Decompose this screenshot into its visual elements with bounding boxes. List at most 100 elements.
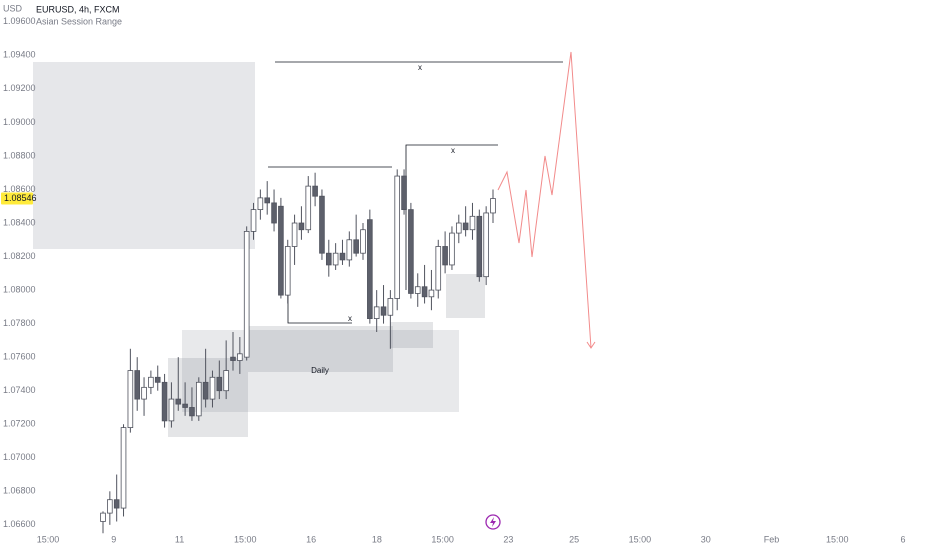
candle-body [367,219,373,319]
candle-body [284,246,291,296]
zone [446,274,485,318]
x-tick-label: 15:00 [826,534,849,544]
candle-body [257,197,264,211]
y-tick-label: 1.07800 [3,318,36,328]
replay-icon[interactable] [485,514,501,530]
y-tick-label: 1.07400 [3,385,36,395]
chart-subtitle: Asian Session Range [36,16,122,26]
level-line [405,144,498,290]
candle-body [360,229,366,254]
candle-body [161,381,168,422]
drawings: x x x Daily [33,51,596,437]
candle-body [325,252,332,266]
y-tick-label: 1.09400 [3,50,36,60]
x-tick-label: 15:00 [629,534,652,544]
price-label-bg [1,192,33,205]
candle-body [319,195,325,254]
y-tick-label: 1.08800 [3,150,36,160]
y-tick-label: 1.07600 [3,352,36,362]
x-tick-label: 9 [111,534,116,544]
candle-body [305,185,312,231]
candle-body [332,252,339,266]
icon[interactable] [485,514,501,530]
price-label: 1.08546 [4,193,37,203]
y-tick-label: 1.08000 [3,284,36,294]
candle-body [195,381,202,417]
candle-body [134,370,141,400]
candle-body [373,306,380,319]
candle-body [469,215,476,231]
y-tick-label: 1.09000 [3,117,36,127]
candle-body [312,185,318,197]
candle-body [408,209,414,294]
candle-body [291,222,298,247]
candle-body [271,202,277,224]
candle-body [346,239,353,261]
x-tick-label: 15:00 [234,534,257,544]
candle-body [394,175,401,299]
level-line [287,295,352,324]
zone [248,326,393,372]
x-tick-label: 16 [306,534,316,544]
candle-body [483,212,489,278]
axis-unit: USD [3,3,23,13]
x-tick-label: 15:00 [431,534,454,544]
candle-body [216,376,223,392]
candle-body [401,175,407,211]
candle-body [353,239,359,254]
x-tick-label: 18 [372,534,382,544]
candle-body [113,499,120,509]
candle-body [209,376,216,400]
x-tick-label: 25 [569,534,579,544]
candle-body [189,407,195,417]
x-tick-label: 11 [175,534,184,544]
annotation: Daily [311,366,329,375]
candle-body [490,198,496,214]
icon[interactable] [490,517,496,527]
y-tick-label: 1.08200 [3,251,36,261]
candle-body [237,353,243,361]
candle-body [435,246,442,291]
x-tick-label: 30 [701,534,711,544]
candle-body [182,403,188,408]
candle-body [175,398,182,405]
candle-body [148,376,154,388]
candle-body [387,298,394,316]
annotation: x [348,314,352,323]
candle-body [264,197,271,204]
y-tick-label: 1.09200 [3,83,36,93]
candle-body [127,370,134,428]
candle-body [462,222,469,231]
y-tick-label: 1.07000 [3,452,36,462]
annotation: x [418,63,422,72]
candle-body [298,222,305,231]
x-tick-label: 15:00 [37,534,60,544]
candle-body [223,370,229,392]
candle-body [414,286,421,294]
chart-title: EURUSD, 4h, FXCM [36,4,120,14]
zone [33,62,255,249]
candle-body [278,205,284,296]
annotation: x [451,146,455,155]
candle-body [339,252,346,261]
candle-body [449,232,455,266]
y-tick-label: 1.08600 [3,184,36,194]
projection [497,51,592,349]
candle-body [421,286,428,298]
candle-body [455,222,462,234]
candle-body [120,427,127,509]
projection-arrow [586,341,596,349]
y-tick-label: 1.09600 [3,16,36,26]
zone [390,322,433,348]
y-tick-label: 1.07200 [3,419,36,429]
x-tick-label: Feb [764,534,780,544]
candle-body [107,499,113,514]
candle-body [428,289,435,298]
candle-body [243,231,250,358]
x-tick-label: 23 [503,534,513,544]
y-tick-label: 1.06600 [3,519,36,529]
candle-body [476,215,483,278]
candle-body [154,376,161,383]
candle-body [168,398,175,422]
